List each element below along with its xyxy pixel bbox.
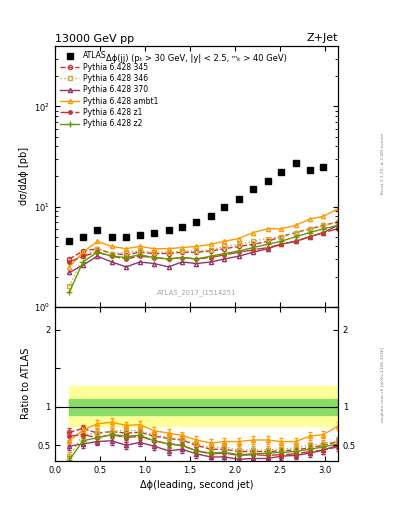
ATLAS — [279, 169, 283, 175]
ATLAS — [166, 227, 171, 233]
ATLAS — [265, 178, 270, 184]
ATLAS — [251, 186, 255, 192]
ATLAS — [95, 227, 100, 233]
ATLAS — [237, 196, 241, 202]
Text: 13000 GeV pp: 13000 GeV pp — [55, 34, 134, 44]
Text: ATLAS_2017_I1514251: ATLAS_2017_I1514251 — [157, 290, 236, 296]
ATLAS — [81, 233, 85, 240]
ATLAS — [180, 224, 184, 230]
Legend: ATLAS, Pythia 6.428 345, Pythia 6.428 346, Pythia 6.428 370, Pythia 6.428 ambt1,: ATLAS, Pythia 6.428 345, Pythia 6.428 34… — [57, 48, 162, 131]
ATLAS — [137, 232, 142, 238]
ATLAS — [194, 219, 199, 225]
Y-axis label: Ratio to ATLAS: Ratio to ATLAS — [22, 348, 31, 419]
Text: Δϕ(jj) (pₜ > 30 GeV, |y| < 2.5, ᵐₖ > 40 GeV): Δϕ(jj) (pₜ > 30 GeV, |y| < 2.5, ᵐₖ > 40 … — [106, 54, 287, 63]
ATLAS — [67, 238, 72, 244]
Text: Z+Jet: Z+Jet — [307, 33, 338, 44]
Line: ATLAS: ATLAS — [66, 160, 327, 245]
X-axis label: Δϕ(leading, second jet): Δϕ(leading, second jet) — [140, 480, 253, 490]
ATLAS — [321, 164, 326, 170]
ATLAS — [124, 233, 129, 240]
ATLAS — [222, 204, 227, 210]
ATLAS — [293, 160, 298, 166]
ATLAS — [109, 233, 114, 240]
ATLAS — [308, 167, 312, 174]
Text: mcplots.cern.ch [arXiv:1306.3436]: mcplots.cern.ch [arXiv:1306.3436] — [381, 347, 385, 421]
ATLAS — [208, 213, 213, 219]
Text: Rivet 3.1.10; ≥ 2.6M events: Rivet 3.1.10; ≥ 2.6M events — [381, 133, 385, 195]
Y-axis label: dσ/dΔϕ [pb]: dσ/dΔϕ [pb] — [18, 147, 29, 205]
ATLAS — [152, 229, 156, 236]
